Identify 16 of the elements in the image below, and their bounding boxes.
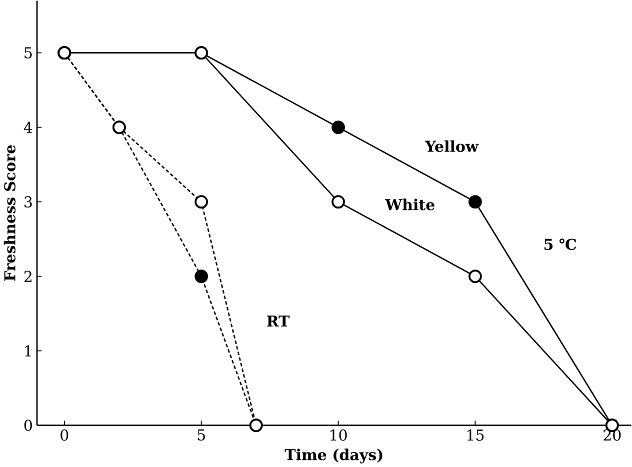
y-tick-label: 4 — [24, 122, 32, 133]
y-tick-label: 1 — [25, 345, 31, 356]
y-tick-label: 5 — [24, 47, 32, 58]
x-axis-title: Time (days) — [284, 448, 382, 464]
y-axis-title: Freshness Score — [4, 144, 16, 281]
x-tick-label: 15 — [467, 429, 484, 441]
series-label: White — [385, 198, 434, 210]
annotation: 5 ℃ — [544, 238, 576, 250]
x-tick-label: 0 — [60, 429, 68, 441]
x-tick-label: 5 — [198, 429, 205, 440]
x-tick-label: 10 — [330, 429, 347, 441]
series-label: Yellow — [424, 140, 479, 152]
y-tick-label: 3 — [24, 196, 32, 208]
annotation: RT — [267, 315, 290, 326]
y-tick-label: 2 — [24, 270, 32, 282]
y-tick-label: 0 — [24, 420, 32, 431]
